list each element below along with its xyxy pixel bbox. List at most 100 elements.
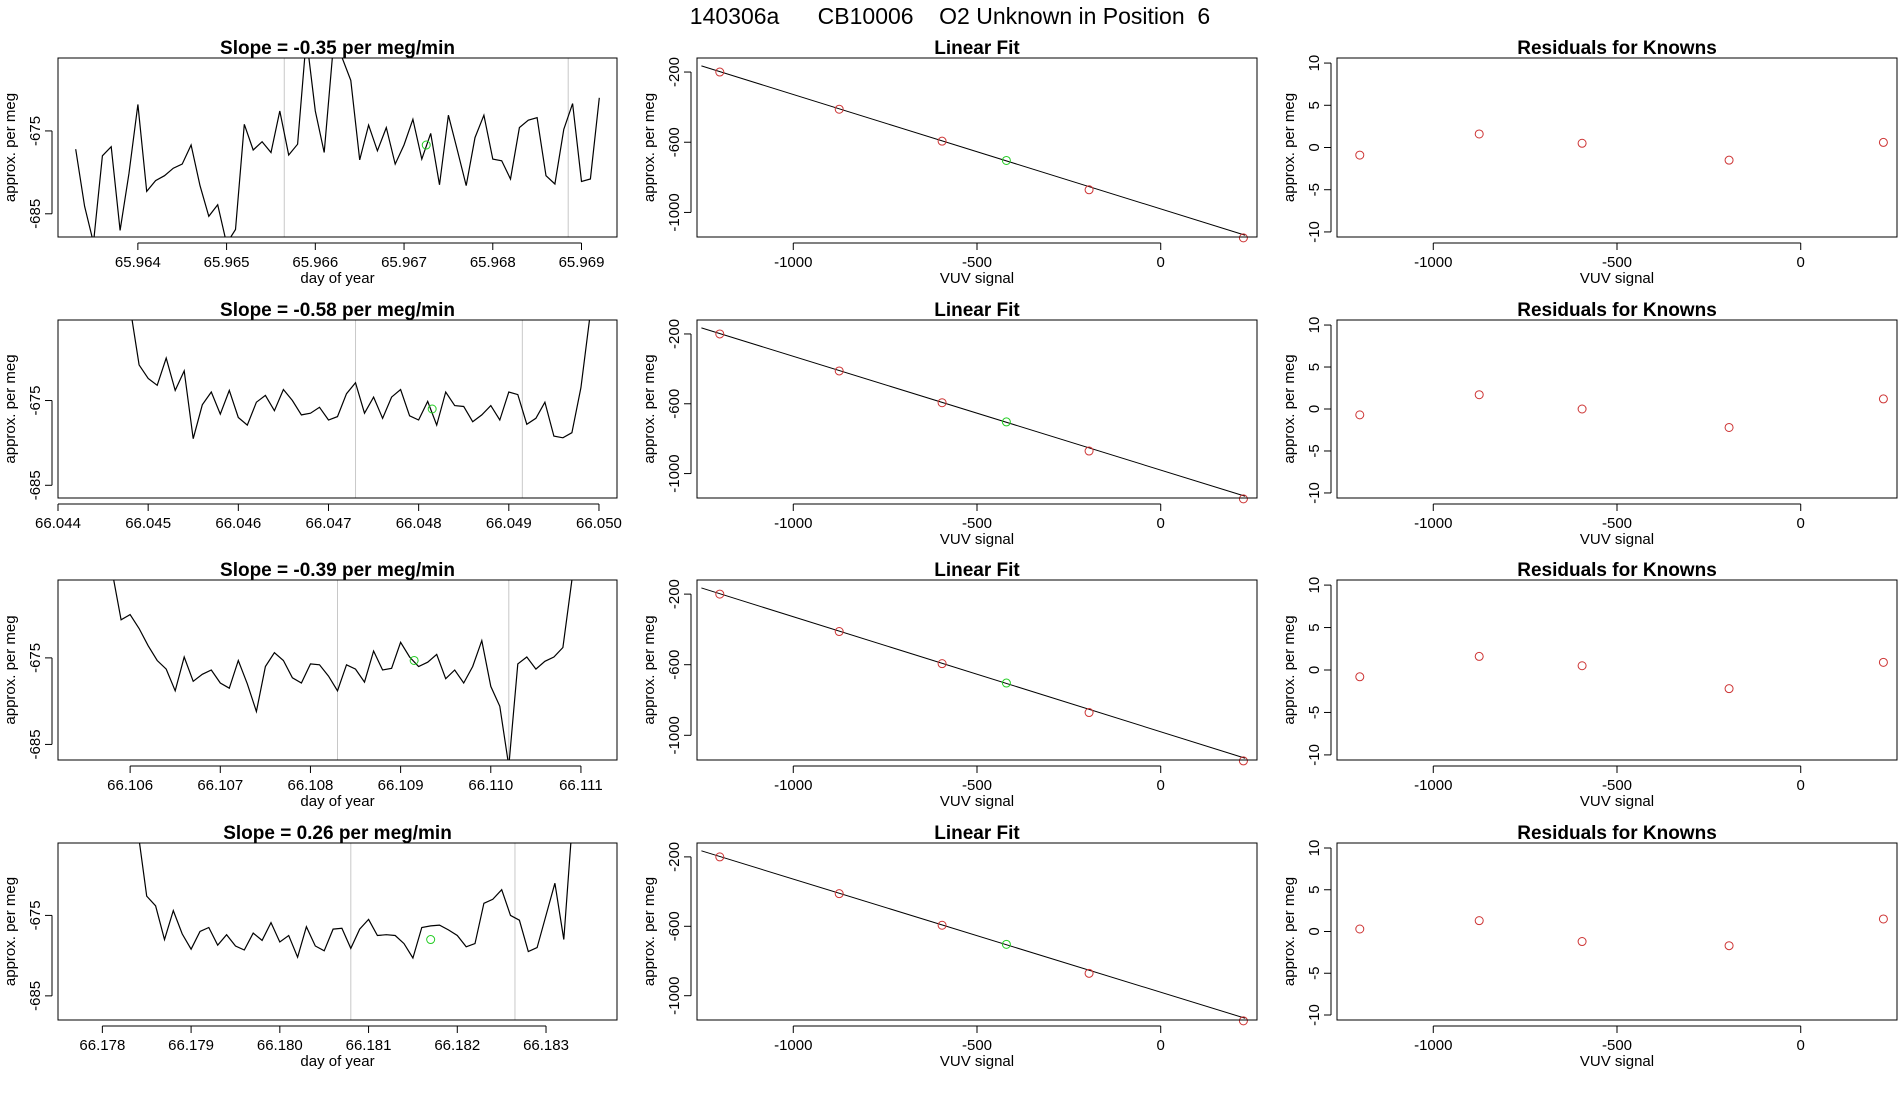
row4-linear-fit: Linear Fit -1000 -500 0 VUV signal -200 -600 -1… xyxy=(641,823,1258,1070)
known-point xyxy=(1084,185,1094,195)
x-tick-label: -1000 xyxy=(774,254,812,271)
unknown-point xyxy=(1001,939,1011,949)
y-tick-label: 0 xyxy=(1306,666,1323,674)
x-axis: -1000 -500 0 xyxy=(1414,503,1805,532)
x-tick-label: 65.966 xyxy=(292,254,338,271)
y-tick-label: -10 xyxy=(1306,744,1323,766)
y-tick-label: -675 xyxy=(27,386,44,416)
y-axis-label: approx. per meg xyxy=(641,354,658,463)
x-tick-label: 66.047 xyxy=(306,515,352,532)
x-tick-label: 0 xyxy=(1157,1037,1165,1054)
x-tick-label: -1000 xyxy=(774,1037,812,1054)
x-axis: 66.106 66.107 66.108 66.109 66.110 66.111 xyxy=(107,765,603,794)
plot-frame xyxy=(57,57,618,238)
y-tick-label: 5 xyxy=(1306,623,1323,631)
y-axis: 10 5 0 -5 -10 xyxy=(1306,317,1332,504)
known-point xyxy=(1474,651,1484,661)
known-point xyxy=(1724,422,1734,432)
known-point xyxy=(937,398,947,408)
unknown-point xyxy=(1001,417,1011,427)
x-tick-label: 66.046 xyxy=(215,515,261,532)
y-tick-label: 0 xyxy=(1306,143,1323,151)
y-axis: -200 -600 -1000 xyxy=(666,842,692,1015)
x-tick-label: -500 xyxy=(962,254,992,271)
x-axis: -1000 -500 0 xyxy=(774,503,1165,532)
x-tick-label: 66.106 xyxy=(107,777,153,794)
panel-title: Residuals for Knowns xyxy=(1517,300,1717,321)
x-axis-label: VUV signal xyxy=(940,793,1014,810)
known-point xyxy=(1238,233,1248,243)
x-tick-label: -500 xyxy=(1602,777,1632,794)
x-tick-label: 66.182 xyxy=(434,1037,480,1054)
row2-linear-fit: Linear Fit -1000 -500 0 VUV signal -200 -600 -1… xyxy=(641,300,1258,548)
y-tick-label: -1000 xyxy=(666,716,683,754)
known-point xyxy=(1084,968,1094,978)
y-axis-label: approx. per meg xyxy=(1281,877,1298,986)
panel-title: Slope = -0.35 per meg/min xyxy=(220,38,455,59)
y-tick-label: -675 xyxy=(27,900,44,930)
known-point xyxy=(1084,708,1094,718)
x-axis: 65.964 65.965 65.966 65.967 65.968 65.969 xyxy=(115,242,604,271)
fit-line xyxy=(701,327,1246,497)
known-point xyxy=(1238,494,1248,504)
y-tick-label: 5 xyxy=(1306,101,1323,109)
known-point xyxy=(1577,661,1587,671)
x-axis-label: VUV signal xyxy=(940,531,1014,548)
plot-frame xyxy=(57,579,618,761)
y-tick-label: -685 xyxy=(27,981,44,1011)
figure-title: 140306a CB10006 O2 Unknown in Position 6 xyxy=(690,3,1210,29)
y-axis-label: approx. per meg xyxy=(1281,93,1298,202)
y-tick-label: -685 xyxy=(27,729,44,759)
known-point xyxy=(715,589,725,599)
x-tick-label: 66.181 xyxy=(346,1037,392,1054)
x-tick-label: 66.107 xyxy=(197,777,243,794)
unknown-marker xyxy=(421,140,431,150)
y-axis: -675 -685 xyxy=(27,116,53,229)
x-tick-label: 66.180 xyxy=(257,1037,303,1054)
known-point xyxy=(1878,394,1888,404)
y-tick-label: 5 xyxy=(1306,886,1323,894)
row1-residuals: Residuals for Knowns -1000 -500 0 VUV signal… xyxy=(1281,38,1898,287)
x-tick-label: -500 xyxy=(1602,254,1632,271)
y-tick-label: -10 xyxy=(1306,482,1323,504)
x-tick-label: 66.110 xyxy=(468,777,513,794)
known-point xyxy=(1724,941,1734,951)
known-point xyxy=(1474,129,1484,139)
y-tick-label: -600 xyxy=(666,127,683,157)
trace-line xyxy=(131,320,591,439)
fit-line xyxy=(701,65,1246,236)
known-point xyxy=(1878,914,1888,924)
y-axis-label: approx. per meg xyxy=(2,615,19,724)
y-axis-label: approx. per meg xyxy=(641,615,658,724)
y-axis-label: approx. per meg xyxy=(2,877,19,986)
panels-grid: Slope = -0.35 per meg/min 65.964 65.965 65.… xyxy=(2,38,1898,1070)
x-tick-label: 0 xyxy=(1797,1037,1805,1054)
x-tick-label: 66.048 xyxy=(396,515,442,532)
x-axis-label: day of year xyxy=(300,270,374,287)
x-tick-label: 66.049 xyxy=(486,515,532,532)
known-point xyxy=(834,889,844,899)
known-point xyxy=(1355,924,1365,934)
y-axis-label: approx. per meg xyxy=(1281,354,1298,463)
y-tick-label: -10 xyxy=(1306,1004,1323,1026)
x-axis-label: VUV signal xyxy=(940,270,1014,287)
y-tick-label: -685 xyxy=(27,199,44,229)
y-axis: -200 -600 -1000 xyxy=(666,319,692,493)
trace-line xyxy=(138,843,572,960)
known-point xyxy=(1474,390,1484,400)
x-axis-label: VUV signal xyxy=(1580,531,1654,548)
plot-frame xyxy=(1336,579,1898,761)
x-tick-label: -1000 xyxy=(1414,1037,1452,1054)
plot-frame xyxy=(696,579,1258,761)
x-tick-label: 66.109 xyxy=(378,777,424,794)
y-axis: 10 5 0 -5 -10 xyxy=(1306,577,1332,766)
y-tick-label: -5 xyxy=(1306,706,1323,719)
x-axis-label: day of year xyxy=(300,1053,374,1070)
y-tick-label: -1000 xyxy=(666,193,683,231)
y-tick-label: -600 xyxy=(666,389,683,419)
y-tick-label: -200 xyxy=(666,842,683,872)
known-point xyxy=(1355,410,1365,420)
x-axis: -1000 -500 0 xyxy=(1414,765,1805,794)
